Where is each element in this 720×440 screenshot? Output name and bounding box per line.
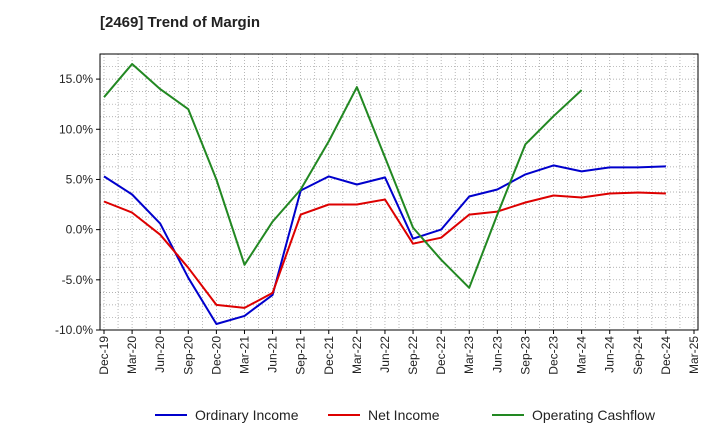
x-axis: Dec-19 Mar-20 Jun-20 Sep-20 Dec-20 Mar-21 Jun-… (97, 330, 701, 375)
y-tick-label: -10.0% (55, 323, 93, 337)
x-tick-label: Dec-20 (209, 336, 223, 375)
y-tick-label: 0.0% (66, 223, 94, 237)
x-tick-label: Dec-21 (322, 336, 336, 375)
series-line-ordinary-income (103, 164, 666, 325)
x-tick-label: Jun-23 (490, 336, 504, 373)
y-tick-label: 15.0% (59, 72, 93, 86)
x-tick-label: Mar-20 (125, 336, 139, 374)
x-tick-label: Mar-22 (350, 336, 364, 374)
x-tick-label: Mar-24 (575, 336, 589, 374)
series-line-operating-cashflow (103, 63, 583, 289)
x-tick-label: Jun-21 (266, 336, 280, 373)
x-tick-label: Sep-24 (631, 336, 645, 375)
legend-label: Operating Cashflow (532, 407, 656, 423)
y-axis: -10.0% -5.0% 0.0% 5.0% 10.0% 15.0% (55, 72, 100, 337)
x-tick-label: Jun-22 (378, 336, 392, 373)
legend: Ordinary Income Net Income Operating Cashf… (155, 407, 656, 423)
x-tick-label: Dec-24 (659, 336, 673, 375)
x-tick-label: Sep-22 (406, 336, 420, 375)
x-tick-label: Jun-20 (153, 336, 167, 373)
x-tick-label: Mar-23 (462, 336, 476, 374)
legend-label: Net Income (368, 407, 440, 423)
x-tick-label: Mar-25 (687, 336, 701, 374)
series-line-net-income (103, 191, 666, 309)
plot-frame (99, 53, 699, 331)
x-tick-label: Dec-22 (434, 336, 448, 375)
x-tick-label: Sep-21 (294, 336, 308, 375)
x-tick-label: Sep-20 (181, 336, 195, 375)
x-tick-label: Sep-23 (518, 336, 532, 375)
x-tick-label: Mar-21 (237, 336, 251, 374)
x-tick-label: Jun-24 (603, 336, 617, 373)
chart-title: [2469] Trend of Margin (100, 14, 261, 31)
x-tick-label: Dec-19 (97, 336, 111, 375)
x-tick-label: Dec-23 (547, 336, 561, 375)
y-tick-label: 5.0% (66, 172, 94, 186)
y-tick-label: 10.0% (59, 122, 93, 136)
legend-label: Ordinary Income (195, 407, 299, 423)
series-lines (103, 63, 666, 325)
y-tick-label: -5.0% (62, 273, 94, 287)
